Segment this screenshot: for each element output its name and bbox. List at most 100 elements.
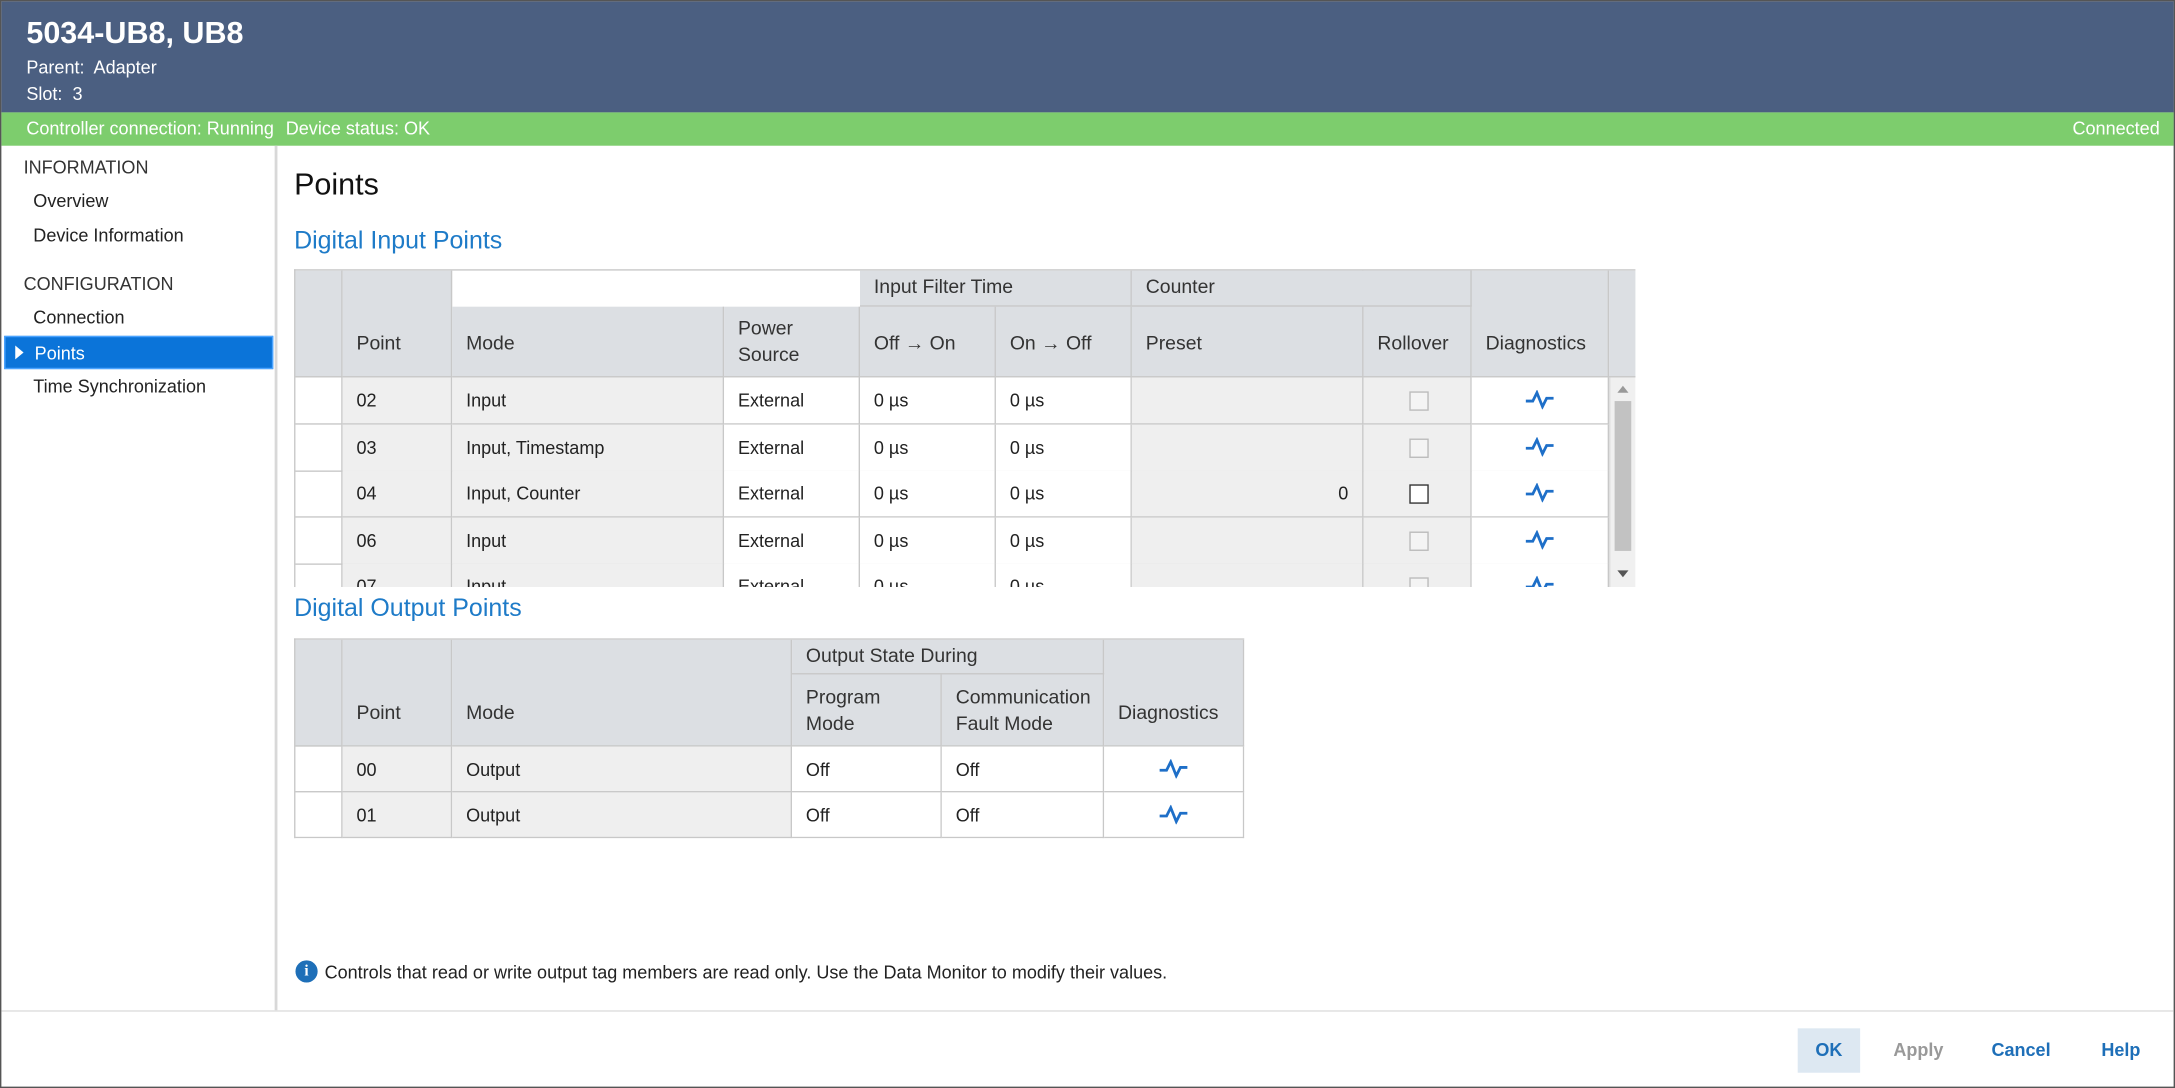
checkbox[interactable] <box>1409 484 1428 503</box>
cell: Output <box>452 792 792 838</box>
cell: 0 µs <box>860 563 996 587</box>
sidebar: INFORMATION OverviewDevice Information CON… <box>1 146 277 1011</box>
cell: Off <box>792 792 942 838</box>
cell <box>1132 377 1364 424</box>
cell <box>1104 747 1244 793</box>
cell <box>1472 470 1609 517</box>
input-table: PointModePower SourceOff → OnOn → OffPre… <box>294 269 1635 587</box>
diagnostics-icon[interactable] <box>1524 576 1555 587</box>
nav-item[interactable]: Time Synchronization <box>4 371 273 404</box>
button[interactable]: OK <box>1798 1028 1860 1072</box>
group-header: Input Filter Time <box>860 271 1132 307</box>
cell: External <box>724 470 860 517</box>
cell: 0 µs <box>860 470 996 517</box>
cell: 0 µs <box>996 470 1132 517</box>
diagnostics-icon[interactable] <box>1158 805 1189 824</box>
cell <box>1472 563 1609 587</box>
button[interactable]: Apply <box>1886 1028 1950 1072</box>
output-table: PointModeProgram ModeCommunication Fault… <box>294 638 1244 838</box>
cell <box>1364 470 1472 517</box>
column-header: Diagnostics <box>1472 271 1609 378</box>
cell: 0 µs <box>996 377 1132 424</box>
column-header: Power Source <box>724 307 860 378</box>
checkbox <box>1409 531 1428 550</box>
header: 5034-UB8, UB8 Parent: Adapter Slot: 3 <box>1 1 2175 112</box>
row-header <box>295 377 342 424</box>
cell: 0 µs <box>996 424 1132 471</box>
cell: Off <box>942 792 1104 838</box>
column-header: Diagnostics <box>1104 640 1244 747</box>
cell <box>1364 377 1472 424</box>
cell <box>1364 563 1472 587</box>
cell: 0 µs <box>860 377 996 424</box>
cell <box>1472 424 1609 471</box>
cell: Input <box>452 517 724 564</box>
cell: 0 µs <box>860 424 996 471</box>
nav-item[interactable]: Overview <box>4 185 273 218</box>
diagnostics-icon[interactable] <box>1158 759 1189 778</box>
diagnostics-icon[interactable] <box>1524 529 1555 548</box>
scroll-up[interactable] <box>1617 386 1628 393</box>
header-cell <box>295 640 342 747</box>
button[interactable]: Help <box>2089 1028 2153 1072</box>
device-title: 5034-UB8, UB8 <box>26 15 243 51</box>
row-header <box>295 563 342 587</box>
value: Adapter <box>94 57 157 78</box>
cell: Input <box>452 377 724 424</box>
row-header <box>295 424 342 471</box>
cell <box>1364 517 1472 564</box>
cell <box>1132 563 1364 587</box>
value: 3 <box>72 83 82 104</box>
page-title: Points <box>294 167 379 203</box>
nav-item[interactable]: Connection <box>4 301 273 334</box>
diagnostics-icon[interactable] <box>1524 390 1555 409</box>
cell: Input, Timestamp <box>452 424 724 471</box>
cell: 01 <box>343 792 453 838</box>
cell: 02 <box>343 377 453 424</box>
scroll-down[interactable] <box>1617 570 1628 577</box>
device-status: Device status: OK <box>286 112 430 145</box>
column-header: Point <box>343 271 453 378</box>
cell: 06 <box>343 517 453 564</box>
cell <box>1132 424 1364 471</box>
separator <box>1 1010 2175 1011</box>
scroll-thumb[interactable] <box>1615 401 1632 551</box>
cell: 0 µs <box>996 517 1132 564</box>
cell: 00 <box>343 747 453 793</box>
diagnostics-icon[interactable] <box>1524 483 1555 502</box>
section-header: CONFIGURATION <box>24 273 174 294</box>
status-bar: Controller connection: Running Device st… <box>1 112 2175 145</box>
connection-status: Connected <box>2073 112 2160 145</box>
checkbox <box>1409 391 1428 410</box>
section-header: INFORMATION <box>24 157 149 178</box>
row-header <box>295 470 342 517</box>
cell <box>1472 377 1609 424</box>
cell: 0 µs <box>996 563 1132 587</box>
cell: External <box>724 517 860 564</box>
column-header: Mode <box>452 307 724 378</box>
info-note: Controls that read or write output tag m… <box>325 962 1168 983</box>
nav-item[interactable]: Device Information <box>4 219 273 252</box>
cell: 04 <box>343 470 453 517</box>
cell: External <box>724 563 860 587</box>
section-title: Digital Output Points <box>294 594 522 623</box>
button[interactable]: Cancel <box>1986 1028 2055 1072</box>
label: Slot: <box>26 83 62 104</box>
cell: 0 µs <box>860 517 996 564</box>
row-header <box>295 517 342 564</box>
column-header: On → Off <box>996 307 1132 378</box>
group-header: Counter <box>1132 271 1472 307</box>
column-header: Point <box>343 640 453 747</box>
diagnostics-icon[interactable] <box>1524 436 1555 455</box>
label: Parent: <box>26 57 84 78</box>
nav-item[interactable]: Points <box>4 336 273 369</box>
cell <box>1364 424 1472 471</box>
cell: 03 <box>343 424 453 471</box>
header-cell <box>1609 271 1635 378</box>
cell: External <box>724 424 860 471</box>
controller-status: Controller connection: Running <box>26 112 274 145</box>
header-cell <box>295 271 342 378</box>
column-header: Off → On <box>860 307 996 378</box>
cell: Output <box>452 747 792 793</box>
